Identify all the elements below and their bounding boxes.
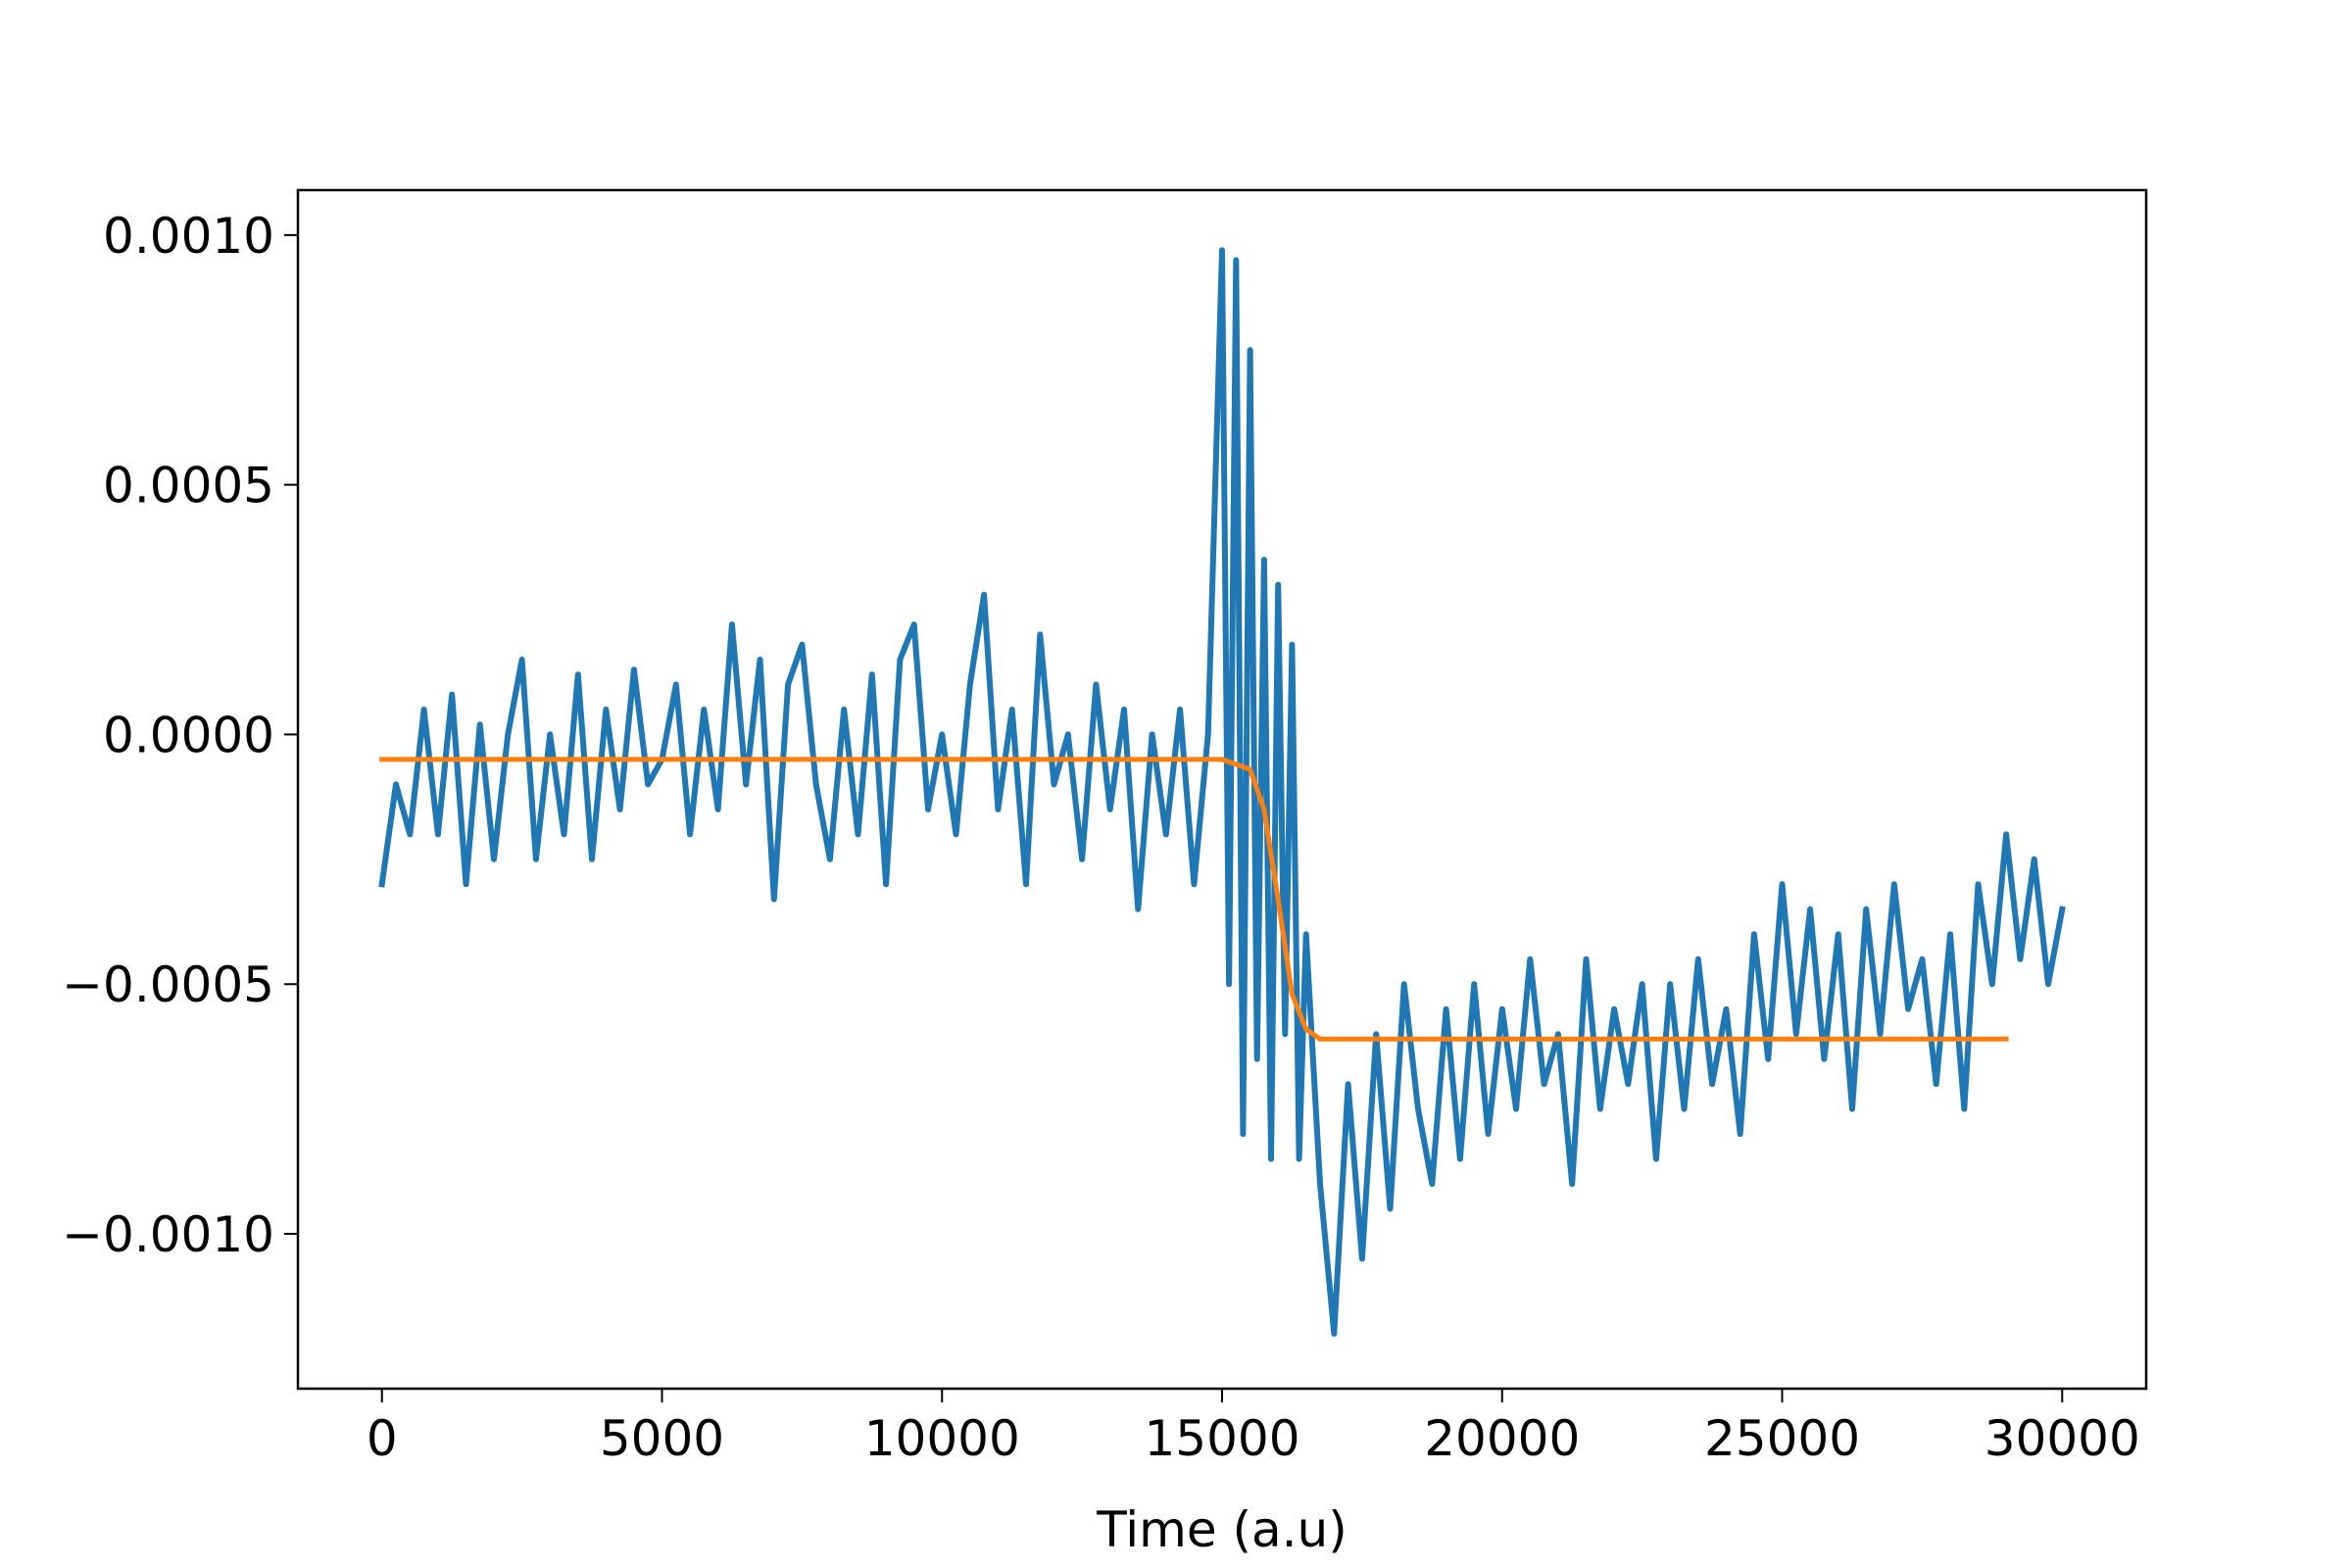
data-line bbox=[379, 757, 2009, 1042]
y-tick-label: −0.0005 bbox=[62, 956, 274, 1013]
plot-frame bbox=[296, 188, 2148, 1391]
data-line bbox=[378, 247, 2066, 1337]
y-tick-label: 0.0000 bbox=[103, 707, 274, 763]
x-tick-label: 5000 bbox=[600, 1410, 724, 1467]
x-tick-label: 0 bbox=[367, 1410, 398, 1467]
y-tick-label: 0.0010 bbox=[103, 208, 274, 265]
x-tick-label: 25000 bbox=[1704, 1410, 1860, 1467]
x-tick-label: 20000 bbox=[1424, 1410, 1580, 1467]
y-tick-label: 0.0005 bbox=[103, 458, 274, 514]
x-tick-label: 10000 bbox=[864, 1410, 1020, 1467]
x-tick-label: 30000 bbox=[1984, 1410, 2140, 1467]
y-tick-label: −0.0010 bbox=[62, 1206, 274, 1263]
x-axis-label: Time (a.u) bbox=[1096, 1501, 1348, 1558]
x-tick-label: 15000 bbox=[1144, 1410, 1299, 1467]
